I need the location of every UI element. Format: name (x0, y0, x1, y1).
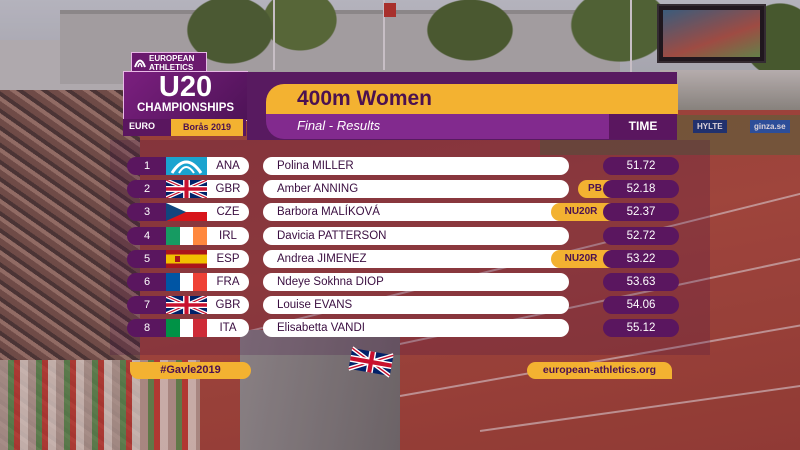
result-time: 54.06 (603, 296, 679, 314)
result-time: 51.72 (603, 157, 679, 175)
fan-union-jack-icon (347, 342, 395, 383)
stairs (240, 330, 400, 450)
flag-pole (630, 0, 632, 80)
athlete-name: Davicia PATTERSON (263, 227, 569, 245)
nationality: GBR (207, 296, 249, 314)
nationality: GBR (207, 180, 249, 198)
logo-main: U20 CHAMPIONSHIPS (123, 71, 248, 121)
org-line1: EUROPEAN (149, 54, 195, 63)
athlete-name: Ndeye Sokhna DIOP (263, 273, 569, 291)
athlete-name: Louise EVANS (263, 296, 569, 314)
result-time: 55.12 (603, 319, 679, 337)
result-time: 53.22 (603, 250, 679, 268)
result-row: 4 IRL Davicia PATTERSON 52.72 (0, 226, 800, 246)
fra-flag-icon (166, 273, 207, 291)
place: 4 (127, 227, 167, 245)
athlete-name: Andrea JIMENEZ (263, 250, 569, 268)
red-flag-icon (384, 3, 396, 17)
ita-flag-icon (166, 319, 207, 337)
nationality: CZE (207, 203, 249, 221)
place: 2 (127, 180, 167, 198)
irl-flag-icon (166, 227, 207, 245)
result-time: 53.63 (603, 273, 679, 291)
place: 6 (127, 273, 167, 291)
org-line2: ATHLETICS (149, 63, 194, 72)
flag-pole (383, 0, 385, 70)
title-banner (266, 84, 678, 114)
nationality: FRA (207, 273, 249, 291)
athlete-name: Amber ANNING (263, 180, 569, 198)
ana-flag-icon (166, 157, 207, 175)
logo-u20: U20 (158, 71, 213, 103)
athlete-name: Polina MILLER (263, 157, 569, 175)
result-time: 52.37 (603, 203, 679, 221)
logo-euro-text: EURO (129, 121, 156, 131)
gbr-flag-icon (166, 296, 207, 314)
athlete-name: Elisabetta VANDI (263, 319, 569, 337)
nationality: ITA (207, 319, 249, 337)
championship-logo: EUROPEAN ATHLETICS U20 CHAMPIONSHIPS EUR… (123, 52, 248, 138)
result-time: 52.72 (603, 227, 679, 245)
sponsor-board: HYLTE (693, 120, 727, 133)
event-subtitle: Final - Results (297, 118, 381, 133)
cze-flag-icon (166, 203, 207, 221)
sponsor-board: ginza.se (750, 120, 790, 133)
logo-championships: CHAMPIONSHIPS (136, 102, 235, 114)
result-time: 52.18 (603, 180, 679, 198)
subtitle-banner (266, 114, 609, 139)
logo-city: Borås 2019 (171, 119, 243, 136)
esp-flag-icon (166, 250, 207, 268)
video-screen (657, 4, 766, 63)
nationality: ANA (207, 157, 249, 175)
time-column-header: TIME (609, 114, 677, 139)
logo-bottom: EURO Borås 2019 (123, 119, 246, 136)
flag-pole (273, 0, 275, 70)
european-athletics-badge: EUROPEAN ATHLETICS (131, 52, 207, 72)
nationality: ESP (207, 250, 249, 268)
nationality: IRL (207, 227, 249, 245)
place: 5 (127, 250, 167, 268)
result-row: 1 ANA Polina MILLER 51.72 (0, 156, 800, 176)
result-row: 2 GBR Amber ANNING PB 52.18 (0, 179, 800, 199)
result-row: 8 ITA Elisabetta VANDI 55.12 (0, 318, 800, 338)
result-row: 5 ESP Andrea JIMENEZ NU20R 53.22 (0, 249, 800, 269)
hashtag-badge: #Gavle2019 (130, 362, 251, 379)
result-row: 7 GBR Louise EVANS 54.06 (0, 295, 800, 315)
website-badge: european-athletics.org (527, 362, 672, 379)
result-row: 6 FRA Ndeye Sokhna DIOP 53.63 (0, 272, 800, 292)
place: 7 (127, 296, 167, 314)
record-badge: NU20R (551, 250, 611, 268)
place: 8 (127, 319, 167, 337)
athlete-name: Barbora MALÍKOVÁ (263, 203, 569, 221)
gbr-flag-icon (166, 180, 207, 198)
record-badge: NU20R (551, 203, 611, 221)
european-athletics-logo-icon (134, 59, 146, 68)
place: 1 (127, 157, 167, 175)
place: 3 (127, 203, 167, 221)
result-row: 3 CZE Barbora MALÍKOVÁ NU20R 52.37 (0, 202, 800, 222)
event-title: 400m Women (297, 87, 432, 110)
